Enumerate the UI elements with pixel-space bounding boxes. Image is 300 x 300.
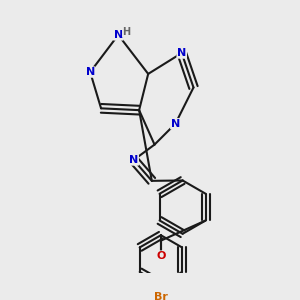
Text: H: H: [122, 27, 130, 37]
Text: N: N: [85, 67, 95, 77]
Text: N: N: [177, 48, 186, 58]
Text: N: N: [114, 30, 123, 40]
Text: Br: Br: [154, 292, 168, 300]
Text: N: N: [129, 155, 138, 165]
Text: O: O: [156, 251, 166, 261]
Text: N: N: [171, 119, 180, 129]
